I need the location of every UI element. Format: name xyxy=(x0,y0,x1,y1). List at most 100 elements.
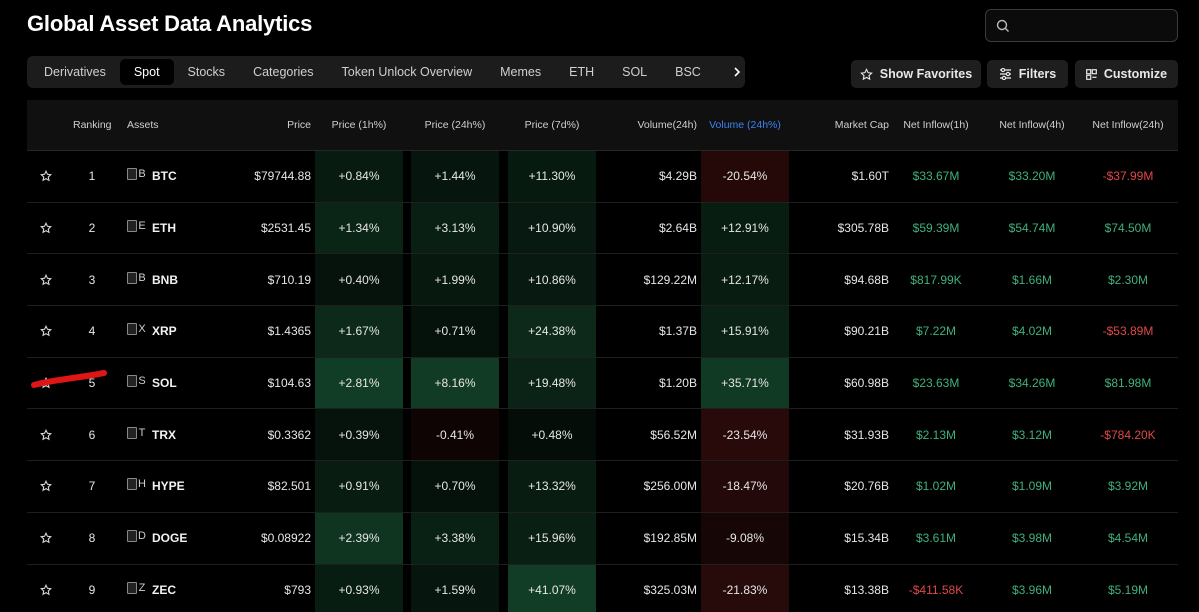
col-price[interactable]: Price xyxy=(287,119,311,131)
market-cap-cell: $94.68B xyxy=(844,272,889,287)
tabs-scroll-right-button[interactable] xyxy=(729,56,745,88)
volume-24h-cell: $2.64B xyxy=(658,221,697,236)
asset-cell[interactable]: E ETH xyxy=(127,203,227,254)
table-row[interactable]: 3 B BNB $710.19 +0.40% +1.99% +10.86% $129.22M +… xyxy=(27,254,1178,307)
asset-cell[interactable]: H HYPE xyxy=(127,461,227,512)
price-24h-cell: +1.59% xyxy=(411,564,499,612)
price-7d-cell: +10.86% xyxy=(508,254,596,306)
asset-cell[interactable]: B BNB xyxy=(127,254,227,305)
col-inflow-24h[interactable]: Net Inflow(24h) xyxy=(1092,119,1164,131)
tab-sol[interactable]: SOL xyxy=(622,65,648,79)
price-7d-cell: +10.90% xyxy=(508,202,596,254)
tab-stocks[interactable]: Stocks xyxy=(187,65,226,79)
coin-logo-alt: S xyxy=(138,375,146,388)
rank-cell: 3 xyxy=(88,272,96,287)
price-24h-cell: +3.13% xyxy=(411,202,499,254)
table-row[interactable]: 8 D DOGE $0.08922 +2.39% +3.38% +15.96% $192.85… xyxy=(27,512,1178,565)
col-price-1h[interactable]: Price (1h%) xyxy=(331,119,387,131)
tab-bsc[interactable]: BSC xyxy=(675,65,701,79)
volume-pct-24h-cell: +35.71% xyxy=(701,357,789,409)
net-inflow-1h-cell: $7.22M xyxy=(915,324,957,339)
market-cap-cell: $305.78B xyxy=(837,221,889,236)
net-inflow-24h-cell: -$37.99M xyxy=(1102,169,1154,184)
price-7d-cell: +13.32% xyxy=(508,461,596,512)
price-24h-cell: +0.70% xyxy=(411,461,499,512)
rank-cell: 6 xyxy=(88,427,96,442)
show-favorites-button[interactable]: Show Favorites xyxy=(851,60,981,88)
table-row[interactable]: 6 T TRX $0.3362 +0.39% -0.41% +0.48% $56.52M -23… xyxy=(27,409,1178,462)
coin-logo-alt: T xyxy=(138,426,146,439)
table-row[interactable]: 5 S SOL $104.63 +2.81% +8.16% +19.48% $1.20B +35… xyxy=(27,357,1178,410)
net-inflow-24h-cell: -$784.20K xyxy=(1100,427,1156,442)
col-assets[interactable]: Assets xyxy=(127,119,159,131)
tab-memes[interactable]: Memes xyxy=(500,65,542,79)
tab-eth[interactable]: ETH xyxy=(569,65,595,79)
asset-symbol: BTC xyxy=(152,169,177,184)
customize-label: Customize xyxy=(1103,67,1168,81)
net-inflow-4h-cell: $3.12M xyxy=(1011,427,1053,442)
tab-derivatives[interactable]: Derivatives xyxy=(44,65,106,79)
table-row[interactable]: 2 E ETH $2531.45 +1.34% +3.13% +10.90% $2.64B +1… xyxy=(27,202,1178,255)
price-1h-cell: +0.40% xyxy=(315,254,403,306)
favorite-star-button[interactable] xyxy=(37,513,55,564)
asset-cell[interactable]: S SOL xyxy=(127,358,227,409)
asset-cell[interactable]: X XRP xyxy=(127,306,227,357)
table-row[interactable]: 4 X XRP $1.4365 +1.67% +0.71% +24.38% $1.37B +15… xyxy=(27,306,1178,358)
col-inflow-4h[interactable]: Net Inflow(4h) xyxy=(999,119,1065,131)
asset-cell[interactable]: B BTC xyxy=(127,151,227,202)
favorite-star-button[interactable] xyxy=(37,254,55,305)
tab-token-unlock-overview[interactable]: Token Unlock Overview xyxy=(341,65,473,79)
favorite-star-button[interactable] xyxy=(37,306,55,357)
tab-categories[interactable]: Categories xyxy=(253,65,314,79)
asset-cell[interactable]: T TRX xyxy=(127,409,227,460)
net-inflow-24h-cell: -$53.89M xyxy=(1102,324,1154,339)
net-inflow-4h-cell: $4.02M xyxy=(1011,324,1053,339)
volume-24h-cell: $256.00M xyxy=(643,479,697,494)
filters-label: Filters xyxy=(1018,67,1057,81)
volume-pct-24h-cell: -23.54% xyxy=(701,409,789,461)
star-icon xyxy=(40,222,52,234)
favorite-star-button[interactable] xyxy=(37,565,55,612)
market-cap-cell: $20.76B xyxy=(844,479,889,494)
col-price-7d[interactable]: Price (7d%) xyxy=(524,119,580,131)
tab-spot[interactable]: Spot xyxy=(119,59,174,85)
price-cell: $82.501 xyxy=(267,479,311,494)
coin-logo-alt: D xyxy=(138,530,146,543)
net-inflow-4h-cell: $34.26M xyxy=(1008,376,1056,391)
customize-button[interactable]: Customize xyxy=(1075,60,1178,88)
table-row[interactable]: 7 H HYPE $82.501 +0.91% +0.70% +13.32% $256.00M… xyxy=(27,461,1178,513)
net-inflow-4h-cell: $33.20M xyxy=(1008,169,1056,184)
search-box[interactable] xyxy=(985,9,1178,42)
table-row[interactable]: 1 B BTC $79744.88 +0.84% +1.44% +11.30% $4.29B -… xyxy=(27,151,1178,203)
price-1h-cell: +0.91% xyxy=(315,461,403,512)
col-price-24h[interactable]: Price (24h%) xyxy=(424,119,486,131)
table-row[interactable]: 9 Z ZEC $793 +0.93% +1.59% +41.07% $325.03M -21.… xyxy=(27,564,1178,612)
col-ranking[interactable]: Ranking xyxy=(73,119,112,131)
star-icon xyxy=(40,170,52,182)
coin-logo-icon: H xyxy=(127,478,147,494)
star-icon xyxy=(40,583,52,596)
favorite-star-button[interactable] xyxy=(37,461,55,512)
net-inflow-24h-cell: $74.50M xyxy=(1104,221,1152,236)
volume-24h-cell: $129.22M xyxy=(643,272,697,287)
rank-cell: 1 xyxy=(88,169,96,184)
volume-pct-24h-cell: +15.91% xyxy=(701,306,789,357)
search-input[interactable] xyxy=(1016,18,1166,33)
market-cap-cell: $13.38B xyxy=(844,582,889,597)
favorite-star-button[interactable] xyxy=(37,151,55,202)
col-volume-pct-24h[interactable]: Volume (24h%) xyxy=(709,119,781,131)
favorite-star-button[interactable] xyxy=(37,203,55,254)
asset-cell[interactable]: D DOGE xyxy=(127,513,227,564)
col-inflow-1h[interactable]: Net Inflow(1h) xyxy=(903,119,969,131)
net-inflow-1h-cell: $3.61M xyxy=(915,531,957,546)
asset-cell[interactable]: Z ZEC xyxy=(127,565,227,612)
market-cap-cell: $90.21B xyxy=(844,324,889,339)
asset-symbol: TRX xyxy=(152,427,176,442)
col-market-cap[interactable]: Market Cap xyxy=(834,119,889,131)
filters-button[interactable]: Filters xyxy=(987,60,1068,88)
price-24h-cell: +8.16% xyxy=(411,357,499,409)
col-volume-24h[interactable]: Volume(24h) xyxy=(637,119,697,131)
asset-symbol: ETH xyxy=(152,221,176,236)
coin-logo-alt: B xyxy=(138,168,146,181)
favorite-star-button[interactable] xyxy=(37,409,55,460)
